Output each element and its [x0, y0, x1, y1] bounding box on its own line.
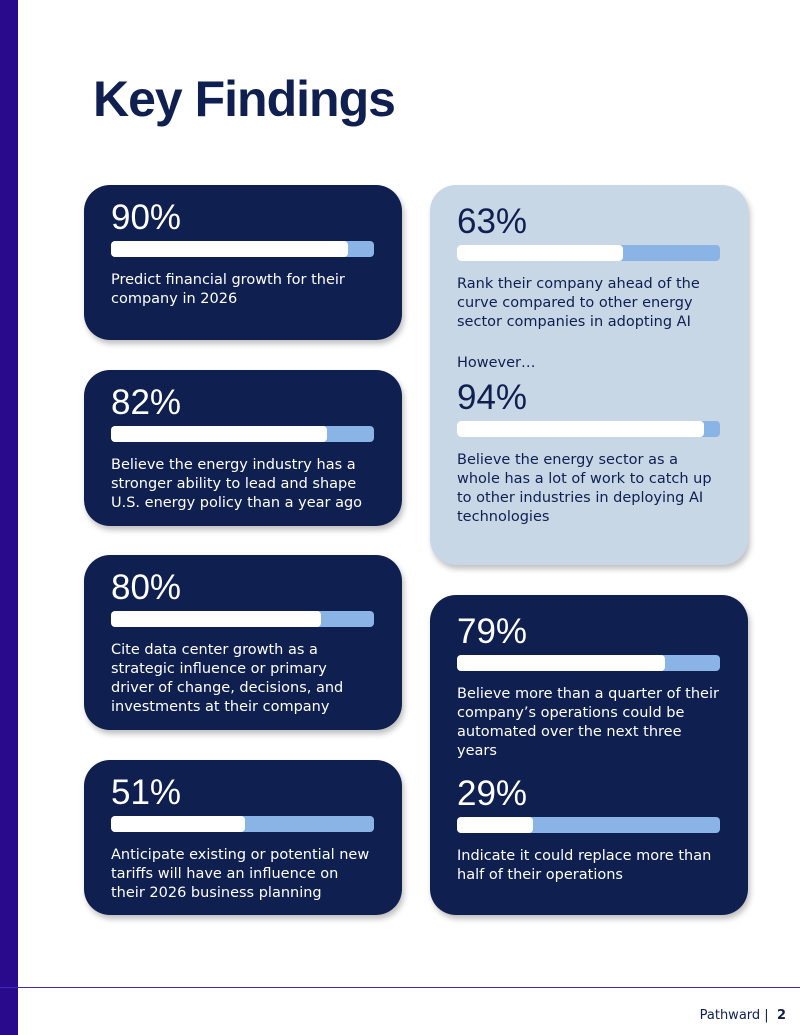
- bar-fill: [111, 426, 327, 442]
- description: Indicate it could replace more than half…: [457, 848, 712, 883]
- bar-track: [111, 241, 374, 257]
- finding: 80% Cite data center growth as a strategi…: [111, 567, 374, 717]
- bar-track: [111, 611, 374, 627]
- finding-card: 80% Cite data center growth as a strategi…: [84, 555, 402, 730]
- side-strip: [0, 0, 18, 1035]
- bar-fill: [457, 245, 623, 261]
- stat: 94%: [457, 378, 528, 417]
- page-number: 2: [776, 1008, 786, 1023]
- bar-track: [457, 245, 720, 261]
- stat: 63%: [457, 202, 528, 241]
- bar-fill: [457, 655, 665, 671]
- lead-text: However…: [457, 355, 536, 371]
- bar-track: [111, 426, 374, 442]
- bar-fill: [111, 611, 322, 627]
- bar-track: [457, 817, 720, 833]
- finding-card: 63% Rank their company ahead of the curve…: [430, 185, 748, 565]
- stat: 51%: [111, 773, 182, 812]
- footer: Pathward | 2: [700, 1008, 786, 1023]
- stat: 90%: [111, 198, 182, 237]
- stat: 82%: [111, 383, 182, 422]
- finding-card: 79% Believe more than a quarter of their …: [430, 595, 748, 915]
- bar-fill: [457, 421, 705, 437]
- description: Anticipate existing or potential new tar…: [111, 847, 370, 901]
- brand: Pathward: [699, 1008, 761, 1023]
- bar-track: [457, 421, 720, 437]
- bar-track: [111, 816, 374, 832]
- finding: 29% Indicate it could replace more than h…: [457, 773, 720, 885]
- finding: 63% Rank their company ahead of the curve…: [457, 201, 720, 332]
- description: Believe more than a quarter of their com…: [457, 686, 719, 759]
- finding: 90% Predict financial growth for their co…: [111, 197, 374, 309]
- bar-track: [457, 655, 720, 671]
- bar-fill: [457, 817, 534, 833]
- page-title: Key Findings: [93, 71, 396, 127]
- stat: 79%: [457, 612, 528, 651]
- finding: 82% Believe the energy industry has a str…: [111, 382, 374, 513]
- stat: 29%: [457, 774, 528, 813]
- footer-rule: [0, 987, 800, 988]
- separator: |: [764, 1008, 769, 1023]
- bar-fill: [111, 816, 246, 832]
- description: Believe the energy industry has a strong…: [111, 457, 363, 511]
- description: Predict financial growth for their compa…: [111, 272, 345, 307]
- finding-card: 90% Predict financial growth for their co…: [84, 185, 402, 340]
- description: Rank their company ahead of the curve co…: [457, 276, 700, 330]
- description: Cite data center growth as a strategic i…: [111, 642, 344, 715]
- bar-fill: [111, 241, 348, 257]
- stat: 80%: [111, 568, 182, 607]
- description: Believe the energy sector as a whole has…: [457, 452, 712, 525]
- finding: 79% Believe more than a quarter of their …: [457, 611, 720, 761]
- finding-card: 51% Anticipate existing or potential new …: [84, 760, 402, 915]
- finding: However… 94% Believe the energy sector as …: [457, 354, 720, 527]
- finding-card: 82% Believe the energy industry has a str…: [84, 370, 402, 526]
- finding: 51% Anticipate existing or potential new …: [111, 772, 374, 903]
